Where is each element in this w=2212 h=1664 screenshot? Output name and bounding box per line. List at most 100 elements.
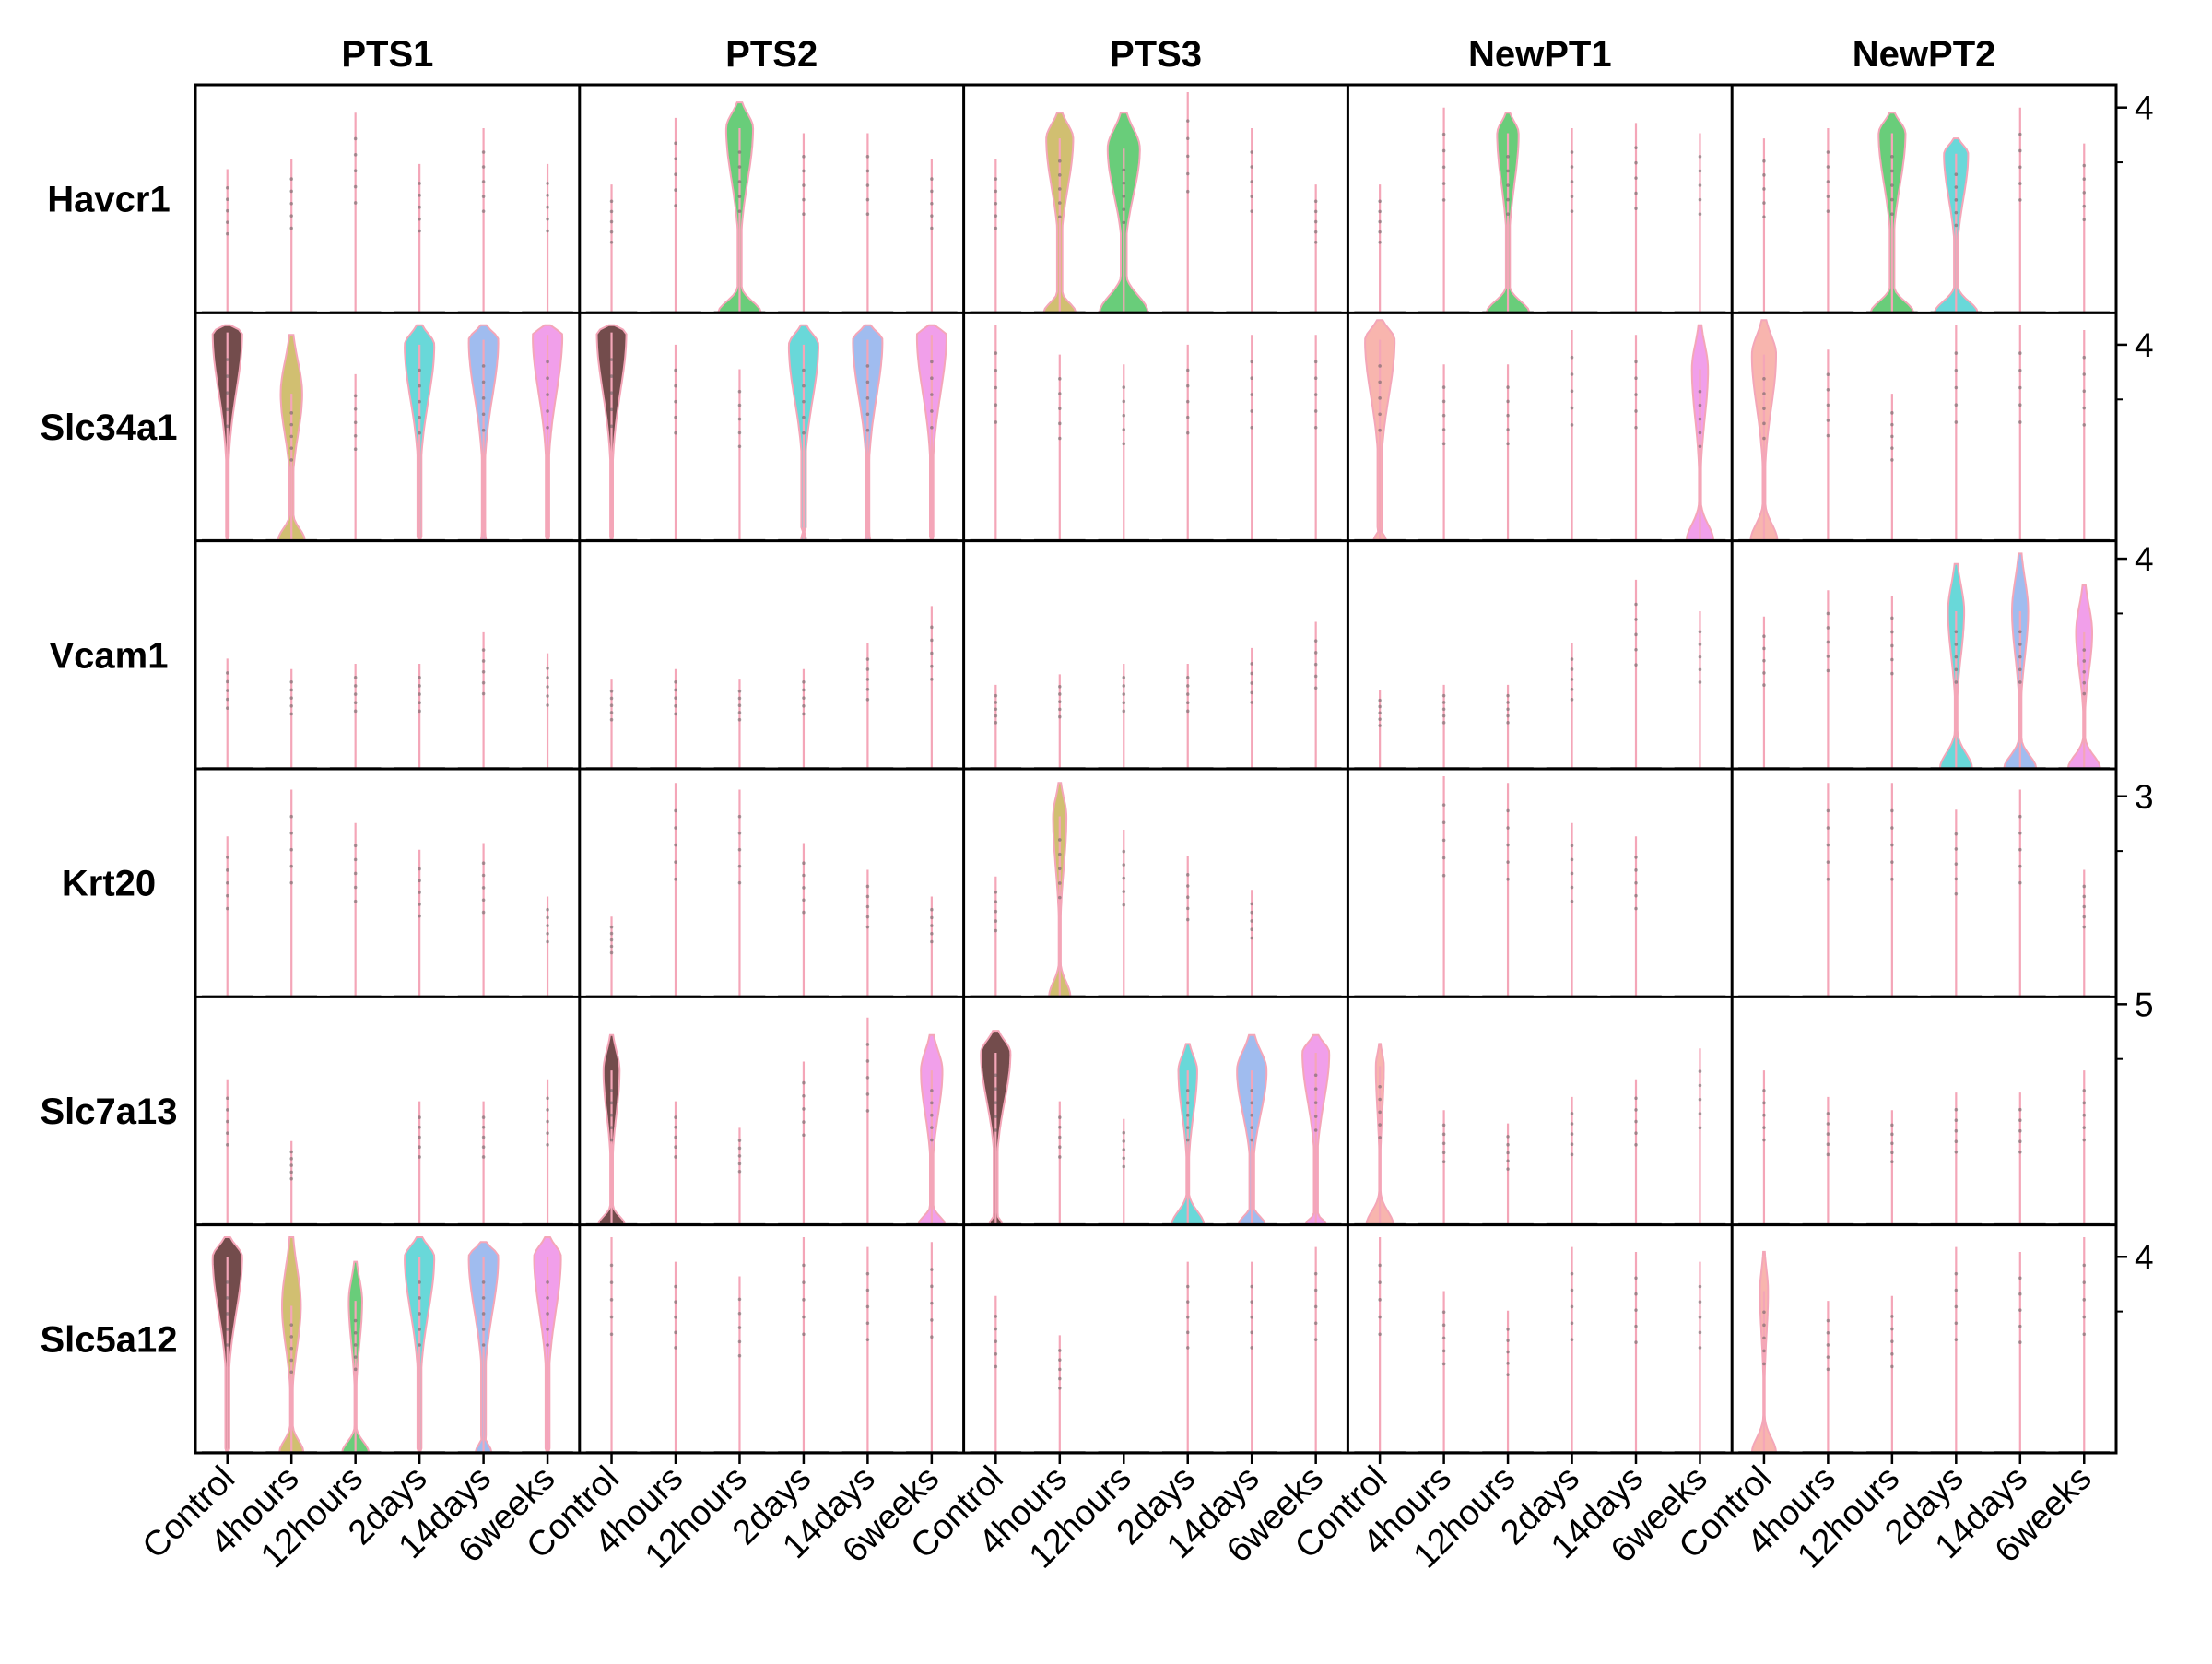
violin-dot-krt20-pts2 xyxy=(865,884,870,889)
violin-dot-vcam1-pts1 xyxy=(225,689,229,692)
violin-dot-slc5a12-newpt2 xyxy=(1762,1310,1766,1315)
violin-dot-krt20-pts1 xyxy=(289,814,294,819)
violin-dot-slc34a1-newpt2 xyxy=(1762,377,1766,381)
violin-dot-vcam1-newpt1 xyxy=(1441,701,1446,704)
violin-dot-havcr1-pts3 xyxy=(994,214,998,218)
violin-dot-krt20-pts1 xyxy=(546,915,549,920)
violin-dot-vcam1-pts1 xyxy=(353,692,358,696)
violin-dot-vcam1-pts1 xyxy=(481,648,486,652)
violin-dot-slc7a13-pts1 xyxy=(481,1155,486,1159)
violin-dot-slc34a1-pts1 xyxy=(418,415,421,419)
violin-dot-slc7a13-newpt2 xyxy=(2018,1107,2022,1112)
violin-dot-havcr1-pts1 xyxy=(225,197,229,202)
violin-dot-slc5a12-newpt2 xyxy=(2018,1276,2022,1280)
violin-dot-vcam1-pts1 xyxy=(546,685,549,689)
violin-dot-slc34a1-pts3 xyxy=(1250,376,1253,380)
violin-dot-vcam1-pts3 xyxy=(1250,690,1253,695)
violin-dot-slc34a1-newpt2 xyxy=(1762,421,1766,426)
violin-dot-krt20-newpt2 xyxy=(1954,847,1959,851)
violin-dot-slc7a13-newpt1 xyxy=(1634,1142,1638,1147)
violin-dot-slc7a13-newpt2 xyxy=(1954,1128,1959,1133)
violin-dot-slc5a12-pts2 xyxy=(737,1353,742,1358)
violin-dot-slc5a12-pts2 xyxy=(865,1304,870,1309)
violin-dot-havcr1-newpt2 xyxy=(2018,182,2022,185)
violin-dot-slc5a12-newpt2 xyxy=(1826,1318,1830,1323)
violin-dot-krt20-pts1 xyxy=(289,831,294,835)
violin-dot-krt20-newpt1 xyxy=(1506,860,1510,864)
violin-dot-slc34a1-pts2 xyxy=(802,431,806,435)
violin-dot-slc34a1-newpt1 xyxy=(1570,389,1574,394)
violin-dot-krt20-pts1 xyxy=(289,864,294,868)
violin-dot-slc5a12-pts2 xyxy=(674,1284,677,1289)
violin-dot-vcam1-pts1 xyxy=(289,696,294,700)
violin-dot-slc34a1-pts3 xyxy=(994,368,998,372)
violin-dot-slc34a1-pts3 xyxy=(1250,426,1253,430)
violin-dot-havcr1-newpt2 xyxy=(1762,201,1766,205)
violin-dot-havcr1-pts1 xyxy=(481,180,486,183)
violin-dot-slc5a12-pts2 xyxy=(865,1288,870,1292)
violin-dot-krt20-pts3 xyxy=(1058,838,1062,842)
violin-dot-krt20-pts1 xyxy=(418,891,421,894)
violin-dot-slc7a13-pts3 xyxy=(994,1073,998,1078)
violin-dot-slc34a1-pts1 xyxy=(225,358,229,361)
violin-dot-krt20-pts2 xyxy=(865,894,870,899)
violin-dot-slc5a12-pts2 xyxy=(930,1268,934,1271)
violin-dot-slc5a12-pts3 xyxy=(1313,1304,1318,1309)
violin-dot-slc7a13-pts2 xyxy=(737,1139,742,1142)
violin-dot-vcam1-newpt1 xyxy=(1378,711,1382,715)
violin-dot-havcr1-pts2 xyxy=(737,165,742,169)
violin-dot-slc34a1-pts2 xyxy=(930,426,934,430)
violin-dot-vcam1-pts3 xyxy=(1122,676,1126,679)
violin-dot-slc5a12-newpt1 xyxy=(1378,1298,1382,1302)
violin-dot-vcam1-pts3 xyxy=(1313,674,1318,679)
violin-dot-havcr1-pts2 xyxy=(802,169,806,173)
violin-dot-slc7a13-newpt2 xyxy=(2082,1113,2087,1117)
violin-dot-havcr1-newpt2 xyxy=(1890,183,1894,187)
violin-dot-slc5a12-pts1 xyxy=(225,1328,229,1331)
violin-dot-krt20-pts2 xyxy=(674,826,677,830)
violin-dot-slc34a1-pts1 xyxy=(353,433,358,438)
violin-dot-slc34a1-pts3 xyxy=(1058,392,1062,395)
violin-dot-slc5a12-newpt1 xyxy=(1441,1310,1446,1315)
violin-dot-krt20-newpt1 xyxy=(1441,856,1446,860)
violin-dot-slc7a13-pts1 xyxy=(481,1125,486,1129)
violin-dot-slc5a12-pts3 xyxy=(1058,1358,1062,1362)
violin-dot-havcr1-pts2 xyxy=(802,197,806,202)
violin-dot-slc34a1-newpt2 xyxy=(1890,434,1894,439)
violin-dot-krt20-pts3 xyxy=(1185,884,1190,888)
violin-dot-krt20-newpt2 xyxy=(1826,843,1830,847)
violin-dot-slc7a13-pts1 xyxy=(289,1150,294,1154)
violin-dot-slc5a12-newpt1 xyxy=(1378,1280,1382,1284)
violin-dot-havcr1-pts1 xyxy=(546,194,549,197)
violin-dot-vcam1-pts1 xyxy=(289,703,294,708)
violin-dot-slc34a1-pts1 xyxy=(546,360,549,364)
violin-dot-slc34a1-pts2 xyxy=(609,358,614,361)
violin-dot-slc7a13-pts2 xyxy=(674,1125,677,1129)
violin-dot-slc34a1-pts1 xyxy=(546,376,549,380)
violin-dot-slc7a13-newpt1 xyxy=(1570,1112,1574,1115)
violin-dot-slc5a12-pts2 xyxy=(865,1321,870,1326)
violin-dot-slc7a13-pts2 xyxy=(802,1080,806,1085)
violin-dot-vcam1-pts1 xyxy=(353,684,358,688)
violin-dot-slc34a1-pts2 xyxy=(865,380,870,384)
violin-dot-krt20-pts1 xyxy=(481,873,486,878)
violin-dot-krt20-newpt2 xyxy=(2018,880,2022,885)
violin-dot-slc5a12-newpt1 xyxy=(1570,1304,1574,1309)
violin-dot-havcr1-pts3 xyxy=(1313,230,1318,234)
violin-dot-slc7a13-newpt2 xyxy=(2018,1118,2022,1123)
violin-dot-havcr1-newpt2 xyxy=(1954,172,1959,177)
violin-dot-slc7a13-pts2 xyxy=(930,1126,934,1129)
violin-dot-havcr1-pts2 xyxy=(865,212,870,216)
violin-dot-slc34a1-pts3 xyxy=(1313,426,1318,430)
violin-dot-krt20-newpt2 xyxy=(1890,808,1894,813)
violin-dot-krt20-pts2 xyxy=(609,944,614,949)
violin-dot-slc5a12-pts2 xyxy=(737,1311,742,1316)
violin-dot-krt20-newpt2 xyxy=(2018,831,2022,835)
violin-dot-slc7a13-newpt1 xyxy=(1378,1097,1382,1102)
violin-dot-slc5a12-newpt1 xyxy=(1634,1340,1638,1344)
violin-dot-vcam1-newpt1 xyxy=(1570,678,1574,681)
violin-dot-slc5a12-newpt1 xyxy=(1441,1362,1446,1366)
violin-dot-slc34a1-newpt1 xyxy=(1634,360,1638,364)
violin-dot-slc7a13-pts3 xyxy=(1250,1138,1253,1142)
violin-dot-slc7a13-pts2 xyxy=(737,1162,742,1166)
